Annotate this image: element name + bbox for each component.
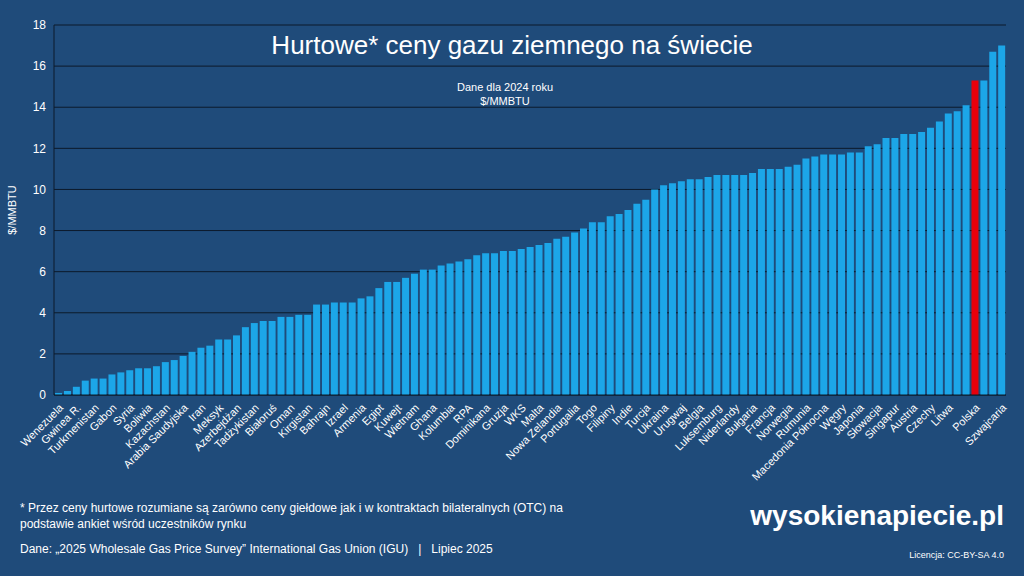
- svg-text:Czechy: Czechy: [902, 401, 938, 436]
- svg-text:Gruzja: Gruzja: [478, 401, 511, 433]
- svg-text:Wenezuela: Wenezuela: [18, 401, 66, 449]
- svg-text:Dominikana: Dominikana: [442, 401, 493, 451]
- svg-text:Iran: Iran: [185, 401, 208, 424]
- svg-text:Szwajcaria: Szwajcaria: [962, 401, 1009, 448]
- html-text:Licencja: CC-BY-SA 4.0: Licencja: CC-BY-SA 4.0: [909, 550, 1004, 560]
- svg-text:Gabon: Gabon: [86, 401, 119, 434]
- svg-text:Bahrajn: Bahrajn: [297, 401, 333, 437]
- svg-text:6: 6: [39, 265, 46, 279]
- html-text:wysokienapiecie.pl: wysokienapiecie.pl: [750, 500, 1004, 531]
- svg-text:Syria: Syria: [110, 401, 137, 428]
- svg-text:WKS: WKS: [501, 401, 528, 428]
- svg-text:Tadżykistan: Tadżykistan: [212, 401, 262, 451]
- svg-text:Białoruś: Białoruś: [242, 401, 279, 438]
- svg-text:Wietnam: Wietnam: [382, 401, 422, 441]
- svg-text:10: 10: [33, 183, 47, 197]
- svg-text:Armenia: Armenia: [330, 401, 368, 439]
- html-text:$/MMBTU: $/MMBTU: [480, 95, 530, 107]
- svg-text:Singapur: Singapur: [862, 401, 902, 442]
- svg-text:Rumunia: Rumunia: [773, 401, 813, 442]
- svg-text:Kirgistan: Kirgistan: [275, 401, 315, 441]
- svg-text:Macedonia Północna: Macedonia Północna: [749, 401, 831, 483]
- svg-text:Belgia: Belgia: [675, 401, 706, 432]
- svg-text:Ukraina: Ukraina: [635, 401, 671, 437]
- svg-text:Turcja: Turcja: [622, 401, 653, 432]
- html-text:Dane dla 2024 roku: Dane dla 2024 roku: [457, 81, 553, 93]
- svg-text:Japonia: Japonia: [830, 401, 867, 438]
- svg-text:16: 16: [33, 59, 47, 73]
- svg-text:Turkmenistan: Turkmenistan: [45, 401, 101, 457]
- svg-text:$/MMBTU: $/MMBTU: [6, 185, 18, 235]
- svg-text:8: 8: [39, 224, 46, 238]
- svg-text:Boliwia: Boliwia: [121, 401, 155, 435]
- svg-text:RPA: RPA: [450, 401, 475, 426]
- svg-text:Węgry: Węgry: [817, 401, 849, 433]
- svg-text:Oman: Oman: [267, 401, 297, 432]
- html-text:Dane: „2025 Wholesale Gas Pric: Dane: „2025 Wholesale Gas Price Survey” …: [20, 542, 493, 556]
- html-text:Hurtowe* ceny gazu ziemnego na: Hurtowe* ceny gazu ziemnego na świecie: [271, 30, 753, 60]
- svg-text:Norwegia: Norwegia: [753, 401, 795, 443]
- svg-text:0: 0: [39, 388, 46, 402]
- svg-text:Kazachstan: Kazachstan: [123, 401, 173, 451]
- svg-text:Meksyk: Meksyk: [190, 401, 226, 437]
- svg-text:Arabia Saudyjska: Arabia Saudyjska: [121, 401, 191, 471]
- svg-text:Bułgaria: Bułgaria: [722, 401, 760, 439]
- svg-text:18: 18: [33, 18, 47, 32]
- svg-text:4: 4: [39, 306, 46, 320]
- html-text:* Przez ceny hurtowe rozumiane: * Przez ceny hurtowe rozumiane są zarówn…: [20, 501, 563, 531]
- svg-text:Indie: Indie: [609, 401, 635, 427]
- svg-text:12: 12: [33, 142, 47, 156]
- svg-text:Polska: Polska: [950, 401, 982, 434]
- svg-text:Litwa: Litwa: [928, 401, 956, 429]
- svg-text:Portugalia: Portugalia: [538, 401, 582, 445]
- svg-text:Izrael: Izrael: [322, 401, 351, 429]
- svg-text:Urugwaj: Urugwaj: [651, 401, 689, 439]
- svg-text:Niderlandy: Niderlandy: [695, 401, 742, 448]
- svg-text:Nowa Zelandia: Nowa Zelandia: [503, 401, 564, 462]
- svg-text:Ghana: Ghana: [407, 401, 440, 434]
- svg-text:Luksemburg: Luksemburg: [672, 401, 724, 453]
- svg-text:Gwinea R.: Gwinea R.: [38, 401, 84, 447]
- svg-text:Kolumbia: Kolumbia: [415, 401, 457, 443]
- svg-text:Słowacja: Słowacja: [844, 401, 884, 442]
- svg-text:Filipiny: Filipiny: [584, 401, 617, 435]
- svg-text:2: 2: [39, 347, 46, 361]
- svg-text:Egipt: Egipt: [359, 401, 386, 428]
- svg-text:Kuwejt: Kuwejt: [371, 401, 404, 434]
- svg-text:14: 14: [33, 100, 47, 114]
- svg-text:Togo: Togo: [573, 401, 600, 427]
- svg-text:Francja: Francja: [742, 401, 778, 436]
- svg-text:Malta: Malta: [518, 401, 546, 429]
- svg-text:Austria: Austria: [886, 401, 920, 435]
- svg-text:Azerbejdżan: Azerbejdżan: [191, 401, 244, 454]
